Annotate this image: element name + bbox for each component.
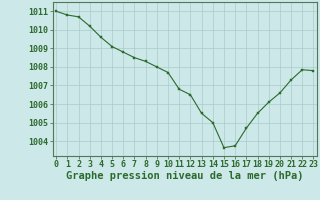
X-axis label: Graphe pression niveau de la mer (hPa): Graphe pression niveau de la mer (hPa) (66, 171, 304, 181)
